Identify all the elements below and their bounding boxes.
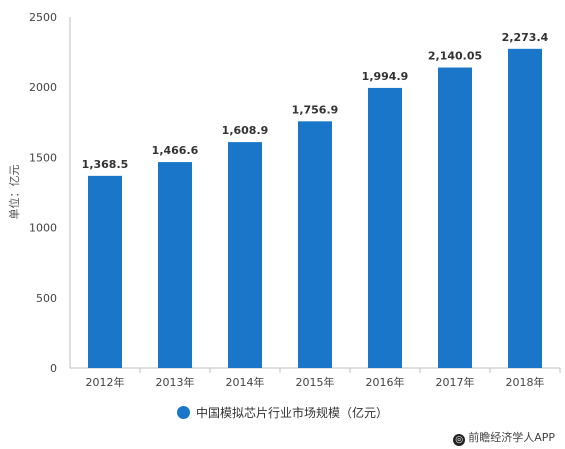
legend: 中国模拟芯片行业市场规模（亿元） [0, 404, 565, 421]
source-label: 前瞻经济学人APP [468, 431, 555, 444]
y-tick-label: 2000 [29, 81, 57, 94]
y-tick-label: 1000 [29, 222, 57, 235]
qianzhan-logo-icon: ◎ [453, 434, 466, 446]
legend-label: 中国模拟芯片行业市场规模（亿元） [195, 406, 388, 420]
bars: 1,368.5 1,466.6 1,608.9 1,756.9 1,994.9 2,140… [82, 31, 549, 369]
bar [88, 175, 122, 368]
bar [438, 67, 472, 368]
data-label: 2,273.4 [502, 31, 549, 44]
x-tick-label: 2012年 [86, 375, 125, 389]
data-label: 1,756.9 [292, 103, 339, 116]
data-label: 1,994.9 [362, 70, 409, 83]
data-label: 1,608.9 [222, 124, 269, 137]
legend-swatch [176, 406, 190, 419]
x-tick-label: 2016年 [366, 375, 405, 389]
bar [158, 162, 192, 368]
bar [368, 87, 402, 368]
bar [298, 121, 332, 368]
x-tick-label: 2014年 [226, 375, 265, 389]
data-label: 1,466.6 [152, 144, 199, 157]
y-tick-label: 1500 [29, 151, 57, 164]
x-tick-labels: 2012年 2013年 2014年 2015年 2016年 2017年 2018年 [86, 368, 561, 389]
y-axis-label: 单位：亿元 [7, 165, 21, 220]
x-tick-label: 2017年 [436, 375, 475, 389]
x-tick-label: 2015年 [296, 375, 335, 389]
y-tick-label: 500 [36, 292, 57, 305]
bar [508, 48, 542, 369]
bar [228, 142, 262, 368]
y-tick-labels: 0 500 1000 1500 2000 2500 [29, 11, 57, 375]
x-tick-label: 2018年 [506, 375, 545, 389]
data-label: 2,140.05 [428, 50, 482, 63]
data-label: 1,368.5 [82, 158, 129, 171]
y-tick-label: 2500 [29, 11, 57, 24]
source-credit: ◎ 前瞻经济学人APP [453, 429, 555, 446]
x-tick-label: 2013年 [156, 375, 195, 389]
y-tick-label: 0 [50, 362, 57, 375]
